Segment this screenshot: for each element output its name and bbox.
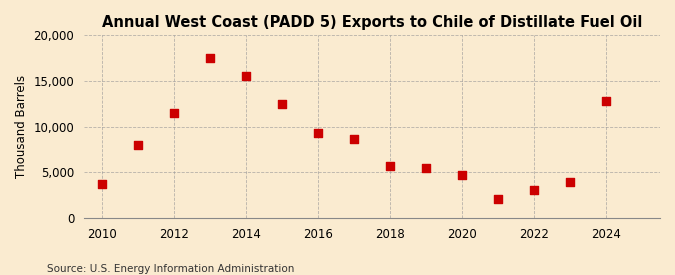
- Point: [564, 180, 575, 185]
- Point: [132, 143, 143, 147]
- Text: Source: U.S. Energy Information Administration: Source: U.S. Energy Information Administ…: [47, 264, 294, 274]
- Point: [240, 74, 251, 79]
- Point: [313, 131, 323, 135]
- Point: [493, 197, 504, 201]
- Point: [205, 56, 215, 60]
- Title: Annual West Coast (PADD 5) Exports to Chile of Distillate Fuel Oil: Annual West Coast (PADD 5) Exports to Ch…: [102, 15, 642, 30]
- Point: [385, 164, 396, 168]
- Point: [348, 136, 359, 141]
- Point: [97, 182, 107, 186]
- Point: [421, 166, 431, 170]
- Point: [169, 111, 180, 115]
- Point: [277, 102, 288, 106]
- Point: [529, 188, 539, 192]
- Point: [601, 99, 612, 103]
- Y-axis label: Thousand Barrels: Thousand Barrels: [15, 75, 28, 178]
- Point: [456, 173, 467, 177]
